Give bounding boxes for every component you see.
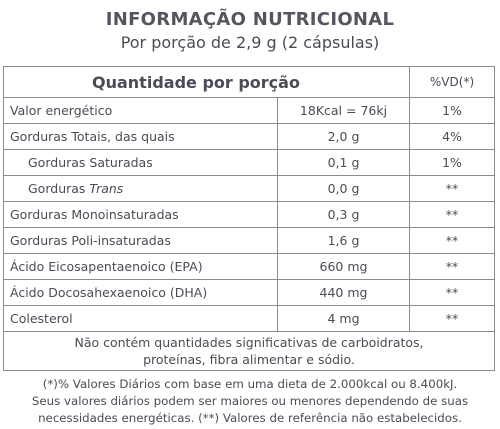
label-text: Gorduras Totais, das quais: [10, 129, 175, 144]
amount: 440 mg: [276, 279, 411, 306]
amount: 0,1 g: [276, 149, 411, 176]
column-header: %VD(*): [409, 66, 496, 98]
daily-value: 1%: [409, 97, 496, 124]
daily-value: **: [409, 279, 496, 306]
footnote-line: Seus valores diários podem ser maiores o…: [31, 394, 469, 408]
nutrient-label: Ácido Eicosapentaenoico (EPA): [3, 253, 278, 280]
footnote: (*)% Valores Diários com base em uma die…: [0, 376, 500, 427]
label-text: Gorduras: [28, 181, 86, 196]
nutrient-label: Gorduras Monoinsaturadas: [3, 201, 278, 228]
daily-value: **: [409, 253, 496, 280]
amount: 660 mg: [276, 253, 411, 280]
table-row: Gorduras Monoinsaturadas 0,3 g **: [3, 201, 496, 228]
nutrient-label: Colesterol: [3, 305, 278, 332]
nutrient-label: Gorduras Trans: [3, 175, 278, 202]
footnote-line: necessidades energéticas. (**) Valores d…: [38, 411, 462, 425]
daily-value: 4%: [409, 123, 496, 150]
label-text: Ácido Docosahexaenoico (DHA): [10, 285, 208, 300]
label-text: Ácido Eicosapentaenoico (EPA): [10, 259, 203, 274]
table-row: Ácido Eicosapentaenoico (EPA) 660 mg **: [3, 253, 496, 280]
amount: 0,3 g: [276, 201, 411, 228]
footnote-line: (*)% Valores Diários com base em uma die…: [42, 377, 458, 391]
nutrient-label: Gorduras Totais, das quais: [3, 123, 278, 150]
daily-value: **: [409, 175, 496, 202]
note: Não contém quantidades significativas de…: [2, 331, 496, 371]
header-row: Quantidade por porção %VD(*): [2, 66, 496, 98]
nutrient-label: Gorduras Poli-insaturadas: [3, 227, 278, 254]
label-text: Valor energético: [10, 103, 113, 118]
amount: 1,6 g: [276, 227, 411, 254]
table-row: Ácido Docosahexaenoico (DHA) 440 mg **: [3, 279, 496, 306]
table-row: Gorduras Totais, das quais 2,0 g 4%: [3, 123, 496, 150]
nutrient-label: Ácido Docosahexaenoico (DHA): [3, 279, 278, 306]
table-row: Valor energético 18Kcal = 76kj 1%: [3, 97, 496, 124]
note-line: Não contém quantidades significativas de…: [74, 335, 424, 350]
amount: 2,0 g: [276, 123, 411, 150]
daily-value: **: [409, 201, 496, 228]
daily-value: 1%: [409, 149, 496, 176]
table-row: Colesterol 4 mg **: [3, 305, 496, 332]
table-body: Valor energético 18Kcal = 76kj 1% Gorduras …: [2, 97, 496, 371]
daily-value: **: [409, 305, 496, 332]
table-row: Gorduras Trans 0,0 g **: [3, 175, 496, 202]
label-text: Colesterol: [10, 311, 73, 326]
daily-value: **: [409, 227, 496, 254]
amount: 0,0 g: [276, 175, 411, 202]
nutrient-label: Valor energético: [3, 97, 278, 124]
table-row: Gorduras Saturadas 0,1 g 1%: [3, 149, 496, 176]
amount: 18Kcal = 76kj: [276, 97, 411, 124]
subtitle: Por porção de 2,9 g (2 cápsulas): [120, 33, 380, 52]
label-text: Gorduras Poli-insaturadas: [10, 233, 171, 248]
label-text: Gorduras Saturadas: [28, 155, 153, 170]
note-line: proteínas, fibra alimentar e sódio.: [143, 352, 355, 367]
label-italic: Trans: [89, 181, 124, 196]
amount: 4 mg: [276, 305, 411, 332]
label-text: Gorduras Monoinsaturadas: [10, 207, 179, 222]
title: INFORMAÇÃO NUTRICIONAL: [105, 9, 395, 30]
nutrient-label: Gorduras Saturadas: [3, 149, 278, 176]
nutrition-table: Quantidade por porção %VD(*) Valor energ…: [2, 66, 496, 371]
note-row: Não contém quantidades significativas de…: [2, 331, 496, 371]
column-header: Quantidade por porção: [2, 66, 411, 98]
table-row: Gorduras Poli-insaturadas 1,6 g **: [3, 227, 496, 254]
